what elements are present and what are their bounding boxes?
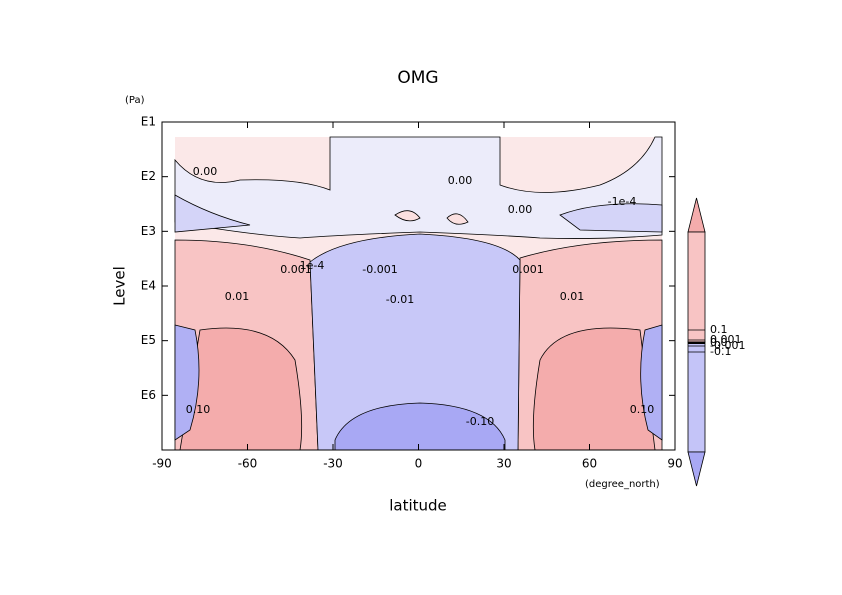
contour-label: 0.001 <box>280 263 312 276</box>
x-tick-label: 90 <box>667 457 682 471</box>
x-tick-label: -30 <box>323 457 343 471</box>
y-tick-label: E1 <box>141 115 156 129</box>
contour-label: 0.00 <box>448 174 473 187</box>
colorbar-label: 0.001 <box>710 333 742 346</box>
y-tick-label: E2 <box>141 169 156 183</box>
x-tick-label: 30 <box>496 457 511 471</box>
contour-label: -0.01 <box>386 293 414 306</box>
contour-label: 0.10 <box>630 403 655 416</box>
x-tick-label: -60 <box>238 457 258 471</box>
x-tick-label: 0 <box>415 457 423 471</box>
y-tick-label: E6 <box>141 388 156 402</box>
x-units: (degree_north) <box>585 479 660 490</box>
y-tick-label: E4 <box>141 279 156 293</box>
colorbar <box>687 197 706 487</box>
contour-label: 0.00 <box>508 203 533 216</box>
contour-label: -1e-4 <box>608 195 637 208</box>
y-units: (Pa) <box>125 95 145 106</box>
colorbar-label: -0.1 <box>710 345 731 358</box>
contour-label: -0.10 <box>466 415 494 428</box>
contour-label: 0.00 <box>193 165 218 178</box>
y-tick-label: E5 <box>141 333 156 347</box>
y-axis-label: Level <box>111 266 129 306</box>
contour-label: 0.01 <box>560 290 585 303</box>
y-tick-label: E3 <box>141 224 156 238</box>
chart-title: OMG <box>397 68 438 88</box>
x-axis-label: latitude <box>389 497 447 515</box>
colorbar-label: 0.0 <box>710 336 728 349</box>
contour-label: -0.001 <box>362 263 397 276</box>
colorbar-label: 0.1 <box>710 323 728 336</box>
contour-label: 0.10 <box>186 403 211 416</box>
x-tick-label: 60 <box>582 457 597 471</box>
colorbar-label: -0.001 <box>710 339 745 352</box>
contour-label: 0.001 <box>512 263 544 276</box>
contour-label: 0.01 <box>225 290 250 303</box>
field <box>174 136 663 451</box>
x-tick-label: -90 <box>152 457 172 471</box>
contour-label: 1e-4 <box>300 259 325 272</box>
